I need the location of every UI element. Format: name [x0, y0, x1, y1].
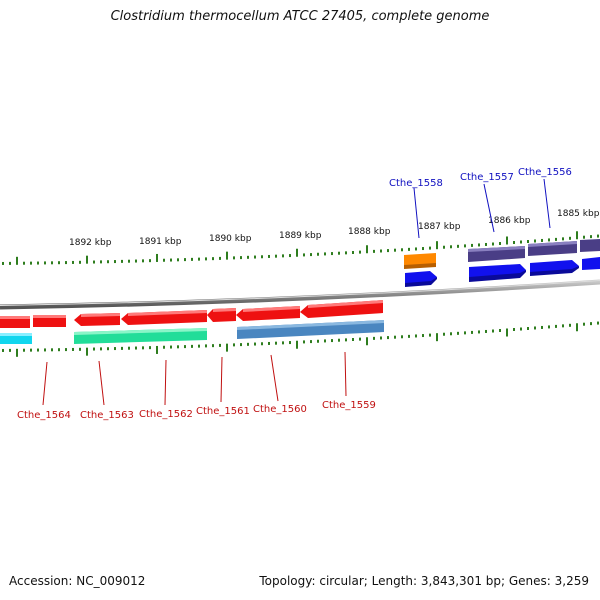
kbp-label: 1890 kbp — [209, 234, 252, 244]
lower-tick-row — [2, 321, 599, 357]
accession-text: Accession: NC_009012 — [9, 574, 146, 588]
lower-features — [0, 300, 384, 344]
kbp-scale: 1892 kbp 1891 kbp 1890 kbp 1889 kbp 1888… — [69, 209, 600, 248]
kbp-label: 1886 kbp — [488, 216, 531, 226]
upper-tick-row — [2, 231, 599, 265]
upper-label-lines — [413, 178, 551, 239]
gene-label[interactable]: Cthe_1558 — [389, 178, 443, 189]
gene-label[interactable]: Cthe_1561 — [196, 406, 250, 417]
genome-backbone — [0, 279, 600, 310]
map-title: Clostridium thermocellum ATCC 27405, com… — [110, 9, 490, 24]
gene-label[interactable]: Cthe_1564 — [17, 410, 71, 421]
kbp-label: 1887 kbp — [418, 222, 461, 232]
topology-text: Topology: circular; Length: 3,843,301 bp… — [259, 574, 589, 588]
upper-gene-labels: Cthe_1558 Cthe_1557 Cthe_1556 — [389, 167, 572, 189]
gene-label[interactable]: Cthe_1563 — [80, 410, 134, 421]
kbp-label: 1885 kbp — [557, 209, 600, 219]
gene-label[interactable]: Cthe_1559 — [322, 400, 376, 411]
lower-gene-labels: Cthe_1564 Cthe_1563 Cthe_1562 Cthe_1561 … — [17, 400, 376, 421]
gene-blue-3[interactable] — [582, 257, 600, 270]
gene-label[interactable]: Cthe_1560 — [253, 404, 307, 415]
gene-label[interactable]: Cthe_1556 — [518, 167, 572, 178]
upper-features — [404, 239, 600, 287]
kbp-label: 1889 kbp — [279, 231, 322, 241]
kbp-label: 1888 kbp — [348, 227, 391, 237]
kbp-label: 1892 kbp — [69, 238, 112, 248]
gene-slate-3[interactable] — [580, 239, 600, 252]
gene-label[interactable]: Cthe_1557 — [460, 172, 514, 183]
kbp-label: 1891 kbp — [139, 237, 182, 247]
gene-label[interactable]: Cthe_1562 — [139, 409, 193, 420]
lower-label-lines — [42, 351, 347, 406]
